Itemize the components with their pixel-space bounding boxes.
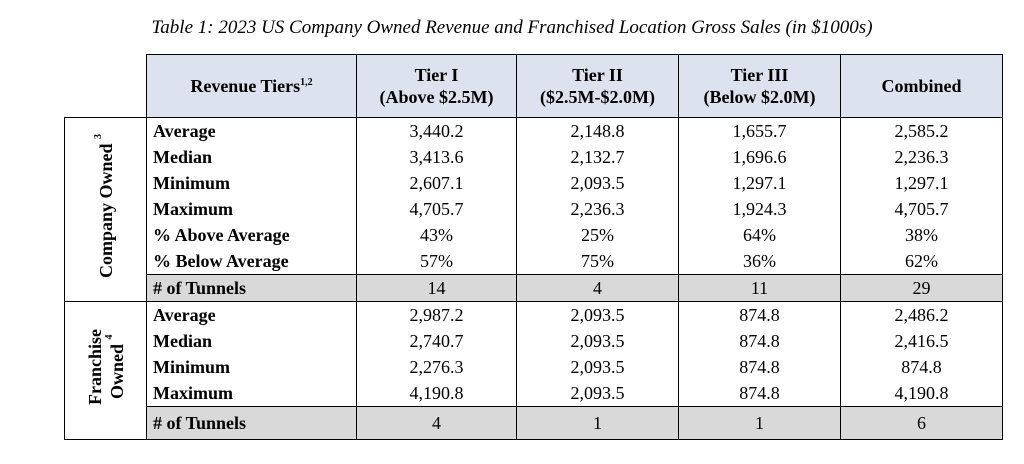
group-company-owned: Company Owned 3 bbox=[64, 117, 147, 302]
cell-value: 2,585.2 bbox=[840, 117, 1003, 144]
cell-value: 14 bbox=[356, 274, 517, 302]
cell-value: 2,276.3 bbox=[356, 354, 517, 380]
cell-value: 2,486.2 bbox=[840, 301, 1003, 328]
group-franchise-owned-footnote: 4 bbox=[103, 334, 115, 340]
row-label: Minimum bbox=[146, 170, 357, 196]
cell-value: 1,655.7 bbox=[678, 117, 841, 144]
cell-value: 25% bbox=[516, 222, 679, 248]
cell-value: 1,297.1 bbox=[840, 170, 1003, 196]
cell-value: 2,132.7 bbox=[516, 144, 679, 170]
group-company-owned-label: Company Owned bbox=[95, 143, 116, 279]
header-tier-1-range: (Above $2.5M) bbox=[379, 87, 494, 107]
cell-value: 4,190.8 bbox=[840, 380, 1003, 407]
table-row: Franchise Owned 4 Average 2,987.2 2,093.5… bbox=[64, 301, 1003, 440]
group-company-owned-footnote: 3 bbox=[92, 133, 104, 139]
cell-value: 4 bbox=[516, 274, 679, 302]
cell-value: 1 bbox=[516, 406, 679, 440]
table-caption: Table 1: 2023 US Company Owned Revenue a… bbox=[151, 17, 873, 38]
cell-value: 874.8 bbox=[840, 354, 1003, 380]
header-row: Revenue Tiers1,2 Tier I (Above $2.5M) Tie… bbox=[64, 54, 1003, 118]
cell-value: 2,093.5 bbox=[516, 354, 679, 380]
group-franchise-owned-label-line1: Franchise bbox=[84, 329, 105, 405]
header-combined-name: Combined bbox=[881, 76, 962, 96]
header-tier-2: Tier II ($2.5M-$2.0M) bbox=[516, 54, 679, 118]
row-label: % Above Average bbox=[146, 222, 357, 248]
cell-value: 29 bbox=[840, 274, 1003, 302]
cell-value: 2,236.3 bbox=[840, 144, 1003, 170]
cell-value: 64% bbox=[678, 222, 841, 248]
cell-value: 4,190.8 bbox=[356, 380, 517, 407]
cell-value: 2,093.5 bbox=[516, 170, 679, 196]
header-tier-1: Tier I (Above $2.5M) bbox=[356, 54, 517, 118]
header-tier-3-range: (Below $2.0M) bbox=[703, 87, 816, 107]
cell-value: 2,987.2 bbox=[356, 301, 517, 328]
table-row: Median 3,413.6 2,132.7 1,696.6 2,236.3 bbox=[65, 144, 1003, 170]
header-combined: Combined bbox=[840, 54, 1003, 118]
cell-value: 1,297.1 bbox=[678, 170, 841, 196]
row-label: Average bbox=[146, 117, 357, 144]
cell-value: 1,696.6 bbox=[678, 144, 841, 170]
table-row: Maximum 4,190.8 2,093.5 874.8 4,190.8 bbox=[65, 380, 1003, 407]
cell-value: 4 bbox=[356, 406, 517, 440]
cell-value: 4,705.7 bbox=[356, 196, 517, 222]
cell-value: 38% bbox=[840, 222, 1003, 248]
cell-value: 11 bbox=[678, 274, 841, 302]
row-label: # of Tunnels bbox=[146, 406, 357, 440]
cell-value: 874.8 bbox=[678, 380, 841, 407]
cell-value: 62% bbox=[840, 248, 1003, 275]
header-tier-3-name: Tier III bbox=[730, 65, 789, 85]
cell-value: 2,093.5 bbox=[516, 380, 679, 407]
row-label: Median bbox=[146, 144, 357, 170]
cell-value: 1 bbox=[678, 406, 841, 440]
header-revenue-tiers-footnote: 1,2 bbox=[300, 77, 313, 88]
cell-value: 2,607.1 bbox=[356, 170, 517, 196]
cell-value: 1,924.3 bbox=[678, 196, 841, 222]
cell-value: 2,236.3 bbox=[516, 196, 679, 222]
table-row: % Above Average 43% 25% 64% 38% bbox=[65, 222, 1003, 248]
header-revenue-tiers: Revenue Tiers1,2 bbox=[146, 54, 357, 118]
cell-value: 57% bbox=[356, 248, 517, 275]
cell-value: 36% bbox=[678, 248, 841, 275]
table-row-total: # of Tunnels 14 4 11 29 bbox=[65, 274, 1003, 302]
header-blank-cell bbox=[64, 54, 147, 118]
row-label: Median bbox=[146, 328, 357, 354]
header-tier-1-name: Tier I bbox=[414, 65, 459, 85]
row-label: Average bbox=[146, 301, 357, 328]
cell-value: 43% bbox=[356, 222, 517, 248]
row-label: Minimum bbox=[146, 354, 357, 380]
row-label: Maximum bbox=[146, 196, 357, 222]
cell-value: 2,416.5 bbox=[840, 328, 1003, 354]
revenue-table: Revenue Tiers1,2 Tier I (Above $2.5M) Tie… bbox=[64, 54, 1003, 440]
table-row: % Below Average 57% 75% 36% 62% bbox=[65, 248, 1003, 275]
header-revenue-tiers-label: Revenue Tiers bbox=[190, 76, 301, 96]
table-row: Maximum 4,705.7 2,236.3 1,924.3 4,705.7 bbox=[65, 196, 1003, 222]
cell-value: 3,440.2 bbox=[356, 117, 517, 144]
table-row: Median 2,740.7 2,093.5 874.8 2,416.5 bbox=[65, 328, 1003, 354]
row-label: % Below Average bbox=[146, 248, 357, 275]
cell-value: 874.8 bbox=[678, 328, 841, 354]
cell-value: 874.8 bbox=[678, 301, 841, 328]
cell-value: 2,740.7 bbox=[356, 328, 517, 354]
cell-value: 2,148.8 bbox=[516, 117, 679, 144]
table-row: Company Owned 3 Average 3,440.2 2,148.8 … bbox=[64, 117, 1003, 302]
cell-value: 6 bbox=[840, 406, 1003, 440]
header-tier-2-name: Tier II bbox=[572, 65, 623, 85]
group-franchise-owned: Franchise Owned 4 bbox=[64, 301, 147, 440]
table-row-total: # of Tunnels 4 1 1 6 bbox=[65, 406, 1003, 440]
header-tier-2-range: ($2.5M-$2.0M) bbox=[540, 87, 655, 107]
cell-value: 2,093.5 bbox=[516, 328, 679, 354]
row-label: # of Tunnels bbox=[146, 274, 357, 302]
cell-value: 3,413.6 bbox=[356, 144, 517, 170]
header-tier-3: Tier III (Below $2.0M) bbox=[678, 54, 841, 118]
group-franchise-owned-label-line2: Owned bbox=[106, 344, 127, 400]
cell-value: 4,705.7 bbox=[840, 196, 1003, 222]
cell-value: 874.8 bbox=[678, 354, 841, 380]
row-label: Maximum bbox=[146, 380, 357, 407]
cell-value: 2,093.5 bbox=[516, 301, 679, 328]
table-row: Minimum 2,276.3 2,093.5 874.8 874.8 bbox=[65, 354, 1003, 380]
cell-value: 75% bbox=[516, 248, 679, 275]
table-row: Minimum 2,607.1 2,093.5 1,297.1 1,297.1 bbox=[65, 170, 1003, 196]
